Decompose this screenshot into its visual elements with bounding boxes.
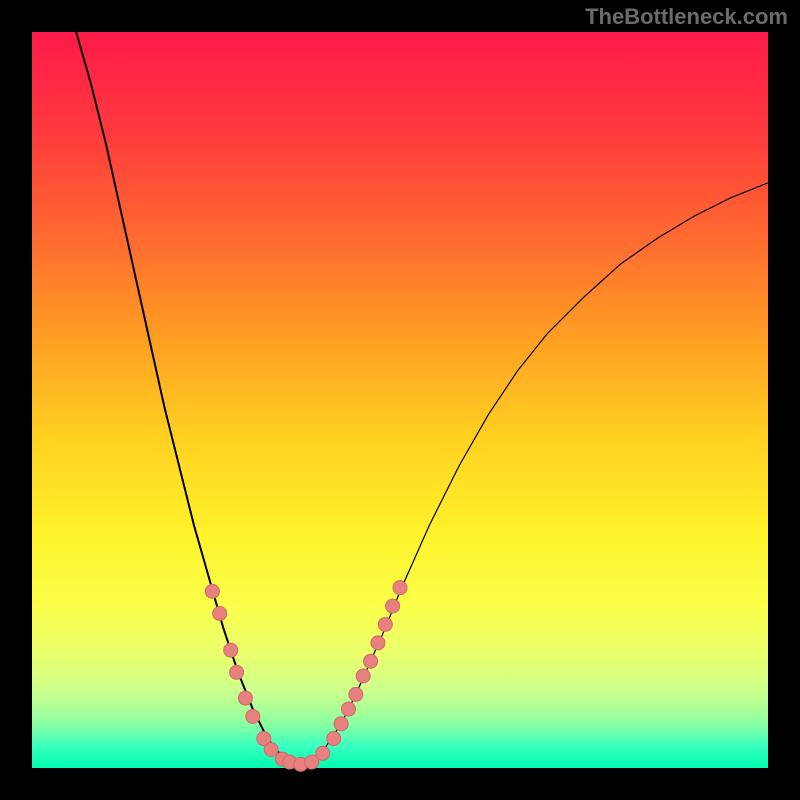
data-marker (341, 702, 355, 716)
data-marker (213, 606, 227, 620)
plot-background (32, 32, 768, 768)
data-marker (205, 584, 219, 598)
data-marker (327, 732, 341, 746)
data-marker (378, 617, 392, 631)
data-marker (238, 691, 252, 705)
watermark-text: TheBottleneck.com (585, 4, 788, 30)
data-marker (356, 669, 370, 683)
data-marker (230, 665, 244, 679)
data-marker (246, 709, 260, 723)
data-marker (224, 643, 238, 657)
data-marker (371, 636, 385, 650)
data-marker (334, 717, 348, 731)
data-marker (316, 746, 330, 760)
data-marker (386, 599, 400, 613)
bottleneck-chart (0, 0, 800, 800)
data-marker (364, 654, 378, 668)
data-marker (264, 743, 278, 757)
data-marker (349, 687, 363, 701)
data-marker (393, 581, 407, 595)
chart-container: TheBottleneck.com (0, 0, 800, 800)
